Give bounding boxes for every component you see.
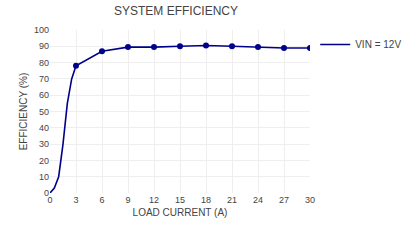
- svg-text:30: 30: [305, 195, 315, 205]
- svg-text:6: 6: [99, 195, 104, 205]
- svg-text:40: 40: [39, 123, 49, 133]
- svg-text:15: 15: [175, 195, 185, 205]
- svg-text:27: 27: [279, 195, 289, 205]
- svg-text:100: 100: [34, 25, 49, 35]
- svg-text:70: 70: [39, 74, 49, 84]
- svg-text:10: 10: [39, 172, 49, 182]
- svg-text:SYSTEM EFFICIENCY: SYSTEM EFFICIENCY: [114, 4, 238, 18]
- svg-text:0: 0: [47, 195, 52, 205]
- svg-text:18: 18: [201, 195, 211, 205]
- svg-text:90: 90: [39, 41, 49, 51]
- svg-text:LOAD CURRENT (A): LOAD CURRENT (A): [133, 207, 228, 218]
- svg-text:21: 21: [227, 195, 237, 205]
- svg-text:0: 0: [44, 188, 49, 198]
- svg-text:50: 50: [39, 107, 49, 117]
- svg-text:EFFICIENCY (%): EFFICIENCY (%): [18, 73, 29, 151]
- svg-text:80: 80: [39, 58, 49, 68]
- svg-text:3: 3: [73, 195, 78, 205]
- svg-text:30: 30: [39, 139, 49, 149]
- svg-text:24: 24: [253, 195, 263, 205]
- svg-text:9: 9: [125, 195, 130, 205]
- svg-text:60: 60: [39, 90, 49, 100]
- svg-text:12: 12: [149, 195, 159, 205]
- svg-text:20: 20: [39, 156, 49, 166]
- svg-text:VIN = 12V: VIN = 12V: [355, 39, 401, 50]
